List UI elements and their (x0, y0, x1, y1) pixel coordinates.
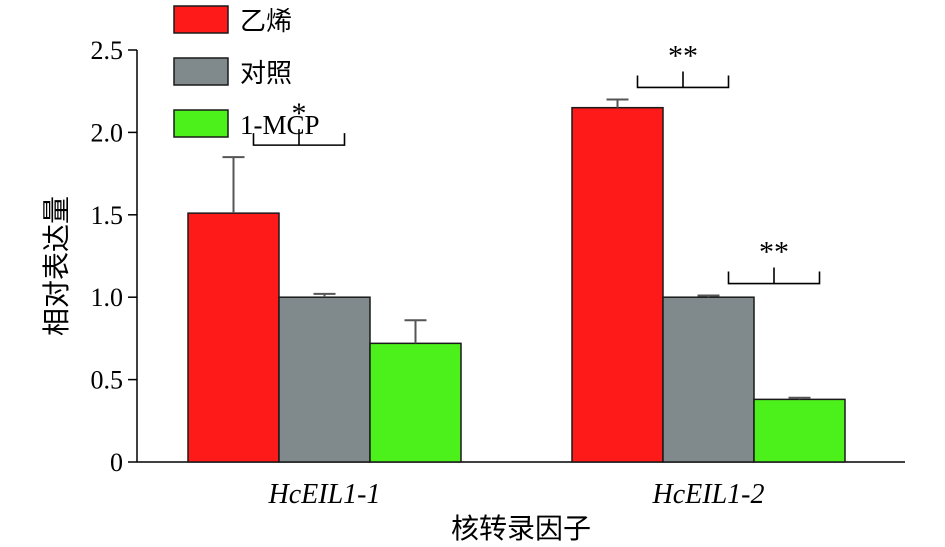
error-bars (222, 98, 811, 400)
bar (187, 212, 280, 463)
y-tick-label: 1.0 (91, 283, 124, 312)
bar (369, 342, 462, 463)
significance-label: ** (759, 236, 789, 269)
y-axis-title: 相对表达量 (40, 196, 73, 336)
y-tick-label: 1.5 (91, 201, 124, 230)
significance-bracket (252, 129, 346, 146)
bar (753, 398, 846, 463)
legend-label: 对照 (240, 59, 292, 89)
legend-label: 1-MCP (240, 110, 320, 140)
category-label: HcEIL1-1 (268, 479, 381, 510)
bar (662, 296, 755, 463)
bar (278, 296, 371, 463)
y-tick-label: 2.5 (91, 36, 124, 65)
significance-bracket (636, 71, 730, 89)
significance-markers: ***** (252, 39, 821, 285)
legend-label: 乙烯 (240, 7, 292, 37)
category-label: HcEIL1-2 (652, 479, 765, 510)
legend-swatch (173, 57, 229, 86)
y-tick-label: 0.5 (91, 366, 124, 395)
y-ticks: 0 0.5 1.0 1.5 2.0 2.5 (91, 36, 137, 477)
significance-label: * (292, 97, 307, 130)
y-tick-label: 2.0 (91, 118, 124, 147)
significance-label: ** (668, 39, 698, 72)
legend-swatch (173, 109, 229, 138)
bars (187, 106, 846, 463)
category-labels: HcEIL1-1 HcEIL1-2 (268, 479, 765, 510)
y-tick-label: 0 (110, 448, 123, 477)
bar (571, 106, 664, 463)
legend-swatch (173, 5, 229, 34)
significance-bracket (727, 267, 821, 285)
x-axis-title: 核转录因子 (451, 512, 591, 545)
